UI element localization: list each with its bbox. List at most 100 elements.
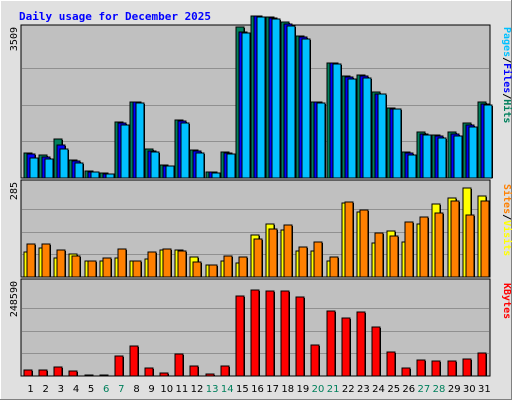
bar-bottom-kbytes-24 bbox=[371, 326, 381, 377]
day-label-7: 7 bbox=[118, 384, 124, 395]
legend-item-middle-2: Visits bbox=[501, 220, 512, 256]
bar-bottom-kbytes-28 bbox=[431, 360, 441, 377]
bar-top-pages-9 bbox=[150, 151, 160, 179]
legend-item-middle-1: / bbox=[501, 214, 512, 220]
bar-bottom-kbytes-14 bbox=[220, 365, 230, 377]
day-label-28: 28 bbox=[433, 384, 446, 395]
day-label-21: 21 bbox=[327, 384, 340, 395]
day-label-14: 14 bbox=[221, 384, 234, 395]
bar-bottom-kbytes-20 bbox=[310, 344, 320, 377]
bar-bottom-kbytes-23 bbox=[356, 311, 366, 377]
legend-bottom: KBytes bbox=[501, 283, 512, 319]
bar-bottom-kbytes-2 bbox=[38, 369, 48, 377]
bar-middle-sites-22 bbox=[344, 201, 354, 278]
bar-bottom-kbytes-12 bbox=[189, 365, 199, 377]
bar-top-pages-28 bbox=[437, 137, 447, 179]
day-label-19: 19 bbox=[297, 384, 310, 395]
bar-top-pages-16 bbox=[256, 16, 266, 179]
bar-middle-sites-27 bbox=[419, 216, 429, 278]
bar-bottom-kbytes-15 bbox=[235, 295, 245, 377]
legend-top: Pages/Files/Hits bbox=[501, 27, 512, 123]
bar-bottom-kbytes-18 bbox=[280, 290, 290, 377]
bar-middle-sites-23 bbox=[359, 209, 369, 278]
bar-middle-sites-5 bbox=[87, 260, 97, 278]
bar-top-pages-24 bbox=[377, 93, 387, 179]
bar-top-pages-5 bbox=[90, 171, 100, 179]
bar-middle-sites-7 bbox=[117, 248, 127, 278]
bar-middle-sites-31 bbox=[480, 200, 490, 278]
bar-top-pages-19 bbox=[301, 38, 311, 179]
day-label-13: 13 bbox=[206, 384, 219, 395]
bar-middle-sites-19 bbox=[298, 246, 308, 278]
legend-item-top-1: / bbox=[501, 57, 512, 63]
bar-top-pages-15 bbox=[241, 32, 251, 179]
bar-top-pages-25 bbox=[392, 108, 402, 179]
legend-item-top-2: Files bbox=[501, 63, 512, 93]
bar-middle-sites-13 bbox=[208, 264, 218, 278]
bar-middle-sites-8 bbox=[132, 260, 142, 278]
legend-text-top: Pages/Files/Hits bbox=[501, 27, 512, 123]
bar-top-pages-1 bbox=[29, 157, 39, 179]
bar-top-pages-10 bbox=[165, 165, 175, 179]
bar-top-pages-11 bbox=[180, 122, 190, 179]
bar-middle-sites-15 bbox=[238, 256, 248, 278]
bar-bottom-kbytes-5 bbox=[84, 374, 94, 377]
legend-item-top-3: / bbox=[501, 93, 512, 99]
day-label-3: 3 bbox=[58, 384, 64, 395]
bar-middle-sites-24 bbox=[374, 232, 384, 278]
bar-middle-sites-28 bbox=[434, 212, 444, 278]
bar-bottom-kbytes-17 bbox=[265, 290, 275, 377]
panel-middle: 285 Sites/Visits bbox=[9, 179, 512, 278]
bar-top-pages-2 bbox=[44, 158, 54, 179]
bar-top-pages-22 bbox=[347, 78, 357, 179]
day-label-20: 20 bbox=[312, 384, 325, 395]
bar-top-pages-30 bbox=[468, 126, 478, 179]
bar-middle-sites-9 bbox=[147, 251, 157, 278]
bar-top-pages-8 bbox=[135, 102, 145, 179]
day-label-2: 2 bbox=[43, 384, 49, 395]
bar-bottom-kbytes-31 bbox=[477, 352, 487, 377]
bar-bottom-kbytes-7 bbox=[114, 355, 124, 377]
max-label-bottom: 248590 bbox=[9, 281, 20, 317]
chart-title: Daily usage for December 2025 bbox=[19, 10, 211, 23]
bar-middle-sites-16 bbox=[253, 238, 263, 278]
day-label-16: 16 bbox=[251, 384, 264, 395]
bar-bottom-kbytes-11 bbox=[174, 353, 184, 377]
day-label-22: 22 bbox=[342, 384, 355, 395]
bar-middle-sites-1 bbox=[26, 243, 36, 278]
day-label-24: 24 bbox=[372, 384, 385, 395]
legend-item-top-4: Hits bbox=[501, 99, 512, 123]
bar-middle-sites-2 bbox=[41, 243, 51, 278]
bar-top-pages-13 bbox=[211, 172, 221, 179]
bar-bottom-kbytes-3 bbox=[53, 366, 63, 377]
bar-middle-sites-12 bbox=[192, 261, 202, 278]
bar-top-pages-23 bbox=[362, 77, 372, 179]
bar-top-pages-14 bbox=[226, 153, 236, 179]
bar-bottom-kbytes-6 bbox=[99, 374, 109, 377]
bar-middle-sites-29 bbox=[450, 200, 460, 278]
max-label-middle: 285 bbox=[9, 182, 20, 200]
bar-bottom-kbytes-22 bbox=[341, 317, 351, 377]
day-label-11: 11 bbox=[176, 384, 189, 395]
bar-bottom-kbytes-26 bbox=[401, 367, 411, 377]
legend-item-bottom-0: KBytes bbox=[501, 283, 512, 319]
bar-middle-sites-11 bbox=[177, 250, 187, 278]
bar-bottom-kbytes-19 bbox=[295, 296, 305, 377]
bar-top-pages-6 bbox=[105, 173, 115, 179]
bar-top-pages-29 bbox=[453, 135, 463, 179]
bar-bottom-kbytes-13 bbox=[205, 373, 215, 377]
bar-middle-sites-17 bbox=[268, 228, 278, 278]
day-label-15: 15 bbox=[236, 384, 249, 395]
bar-bottom-kbytes-10 bbox=[159, 372, 169, 377]
bar-top-pages-21 bbox=[332, 63, 342, 179]
legend-item-top-0: Pages bbox=[501, 27, 512, 57]
bar-bottom-kbytes-30 bbox=[462, 358, 472, 377]
bar-top-pages-20 bbox=[316, 102, 326, 179]
bar-top-pages-12 bbox=[195, 152, 205, 179]
day-label-8: 8 bbox=[133, 384, 139, 395]
day-label-6: 6 bbox=[103, 384, 109, 395]
panel-top: 3509 Pages/Files/Hits bbox=[9, 15, 512, 179]
max-label-top: 3509 bbox=[9, 27, 20, 51]
